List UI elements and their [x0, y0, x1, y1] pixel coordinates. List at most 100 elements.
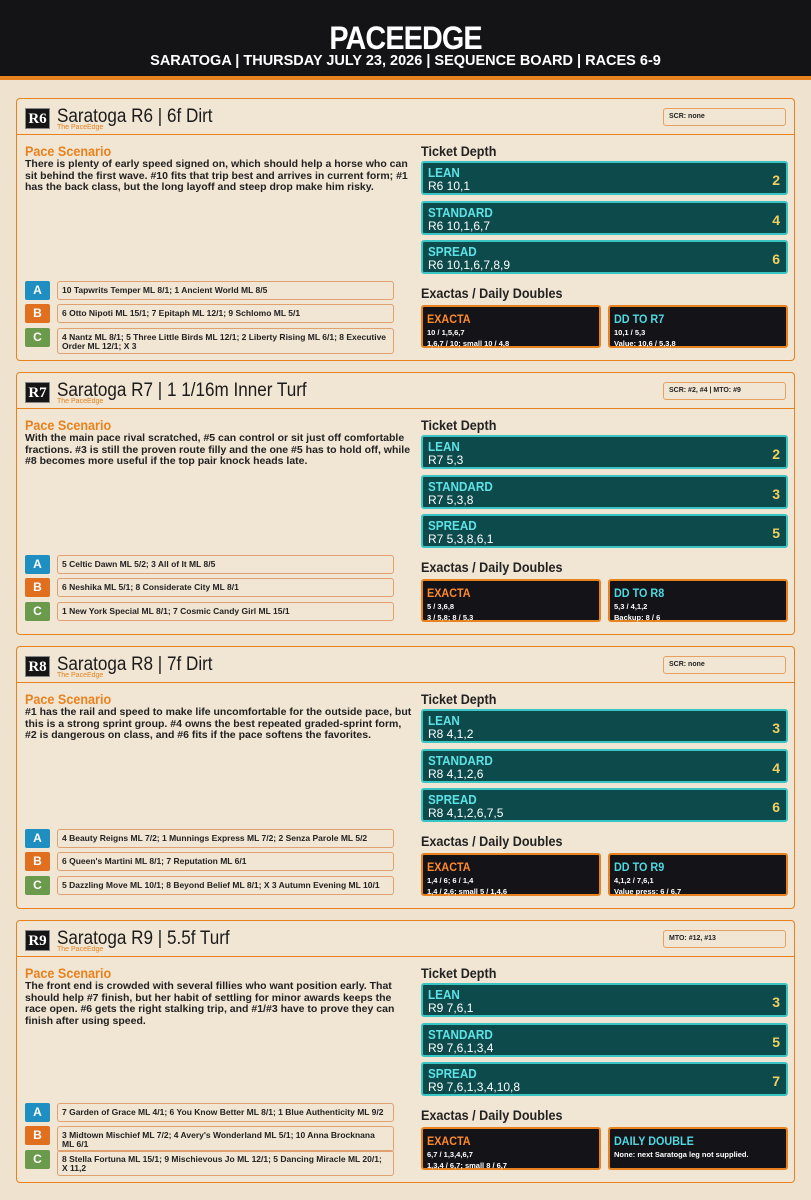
bet-line: Backup: 8 / 6 — [614, 613, 661, 622]
bet-title: DD TO R8 — [614, 586, 665, 600]
bet-box: EXACTA 10 / 1,5,6,7 1,6,7 / 10; small 10 /… — [421, 305, 601, 348]
ticket-count: 5 — [772, 1034, 780, 1050]
ticket-count: 2 — [772, 446, 780, 462]
tier-letter: C — [25, 602, 50, 621]
bet-box: EXACTA 6,7 / 1,3,4,6,7 1,3,4 / 6,7; small … — [421, 1127, 601, 1170]
ticket: LEAN R9 7,6,1 3 — [421, 983, 788, 1017]
race-badge: R9 — [25, 930, 50, 951]
ticket-count: 4 — [772, 212, 780, 228]
pace-heading: Pace Scenario — [25, 417, 112, 433]
scratches: SCR: none — [663, 108, 786, 126]
tier-letter: C — [25, 328, 50, 347]
ticket: LEAN R8 4,1,2 3 — [421, 709, 788, 743]
tier-letter: C — [25, 876, 50, 895]
header-subtitle: SARATOGA | THURSDAY JULY 23, 2026 | SEQU… — [150, 53, 661, 69]
exacta-heading: Exactas / Daily Doubles — [421, 559, 563, 575]
race-badge: R7 — [25, 382, 50, 403]
ticket-combo: R6 10,1,6,7,8,9 — [428, 258, 511, 272]
pace-text: The front end is crowded with several fi… — [25, 980, 395, 1027]
tier-letter: C — [25, 1150, 50, 1169]
ticket-label: SPREAD — [428, 518, 477, 533]
race-header: R9 Saratoga R9 | 5.5f Turf The PaceEdge MTO… — [17, 921, 794, 957]
bet-title: DD TO R9 — [614, 860, 665, 874]
bet-box: DD TO R7 10,1 / 5,3 Value: 10,6 / 5,3,8 — [608, 305, 788, 348]
race-panel: R6 Saratoga R6 | 6f Dirt The PaceEdge SCR: … — [16, 98, 795, 361]
bet-line: 3 / 5,8; 8 / 5,3 — [427, 613, 474, 622]
tier-letter: A — [25, 555, 50, 574]
ticket: STANDARD R9 7,6,1,3,4 5 — [421, 1023, 788, 1057]
tier-horses: 5 Celtic Dawn ML 5/2; 3 All of It ML 8/5 — [57, 555, 394, 574]
scratches: MTO: #12, #13 — [663, 930, 786, 948]
pace-text: With the main pace rival scratched, #5 c… — [25, 432, 411, 467]
tier-letter: B — [25, 1126, 50, 1145]
race-badge: R6 — [25, 108, 50, 129]
ticket: STANDARD R8 4,1,2,6 4 — [421, 749, 788, 783]
ticket-count: 2 — [772, 172, 780, 188]
ticket-count: 3 — [772, 486, 780, 502]
ticket: SPREAD R6 10,1,6,7,8,9 6 — [421, 240, 788, 274]
tier-horses: 4 Nantz ML 8/1; 5 Three Little Birds ML … — [57, 328, 394, 354]
ticket-label: LEAN — [428, 165, 460, 180]
bet-title: EXACTA — [427, 860, 471, 874]
bet-line: Value: 10,6 / 5,3,8 — [614, 339, 676, 348]
race-header: R6 Saratoga R6 | 6f Dirt The PaceEdge SCR: … — [17, 99, 794, 135]
tier-letter: A — [25, 829, 50, 848]
ticket-combo: R6 10,1,6,7 — [428, 219, 491, 233]
ticket-label: LEAN — [428, 439, 460, 454]
tier-horses: 1 New York Special ML 8/1; 7 Cosmic Cand… — [57, 602, 394, 621]
bet-line: 6,7 / 1,3,4,6,7 — [427, 1150, 473, 1159]
pace-heading: Pace Scenario — [25, 691, 112, 707]
bet-box: DAILY DOUBLE None: next Saratoga leg not … — [608, 1127, 788, 1170]
bet-line: 10 / 1,5,6,7 — [427, 328, 465, 337]
bet-title: DAILY DOUBLE — [614, 1134, 694, 1148]
ticket-combo: R8 4,1,2,6,7,5 — [428, 806, 504, 820]
ticket-combo: R8 4,1,2,6 — [428, 767, 484, 781]
tier-letter: B — [25, 304, 50, 323]
bet-line: 10,1 / 5,3 — [614, 328, 646, 337]
ticket: SPREAD R8 4,1,2,6,7,5 6 — [421, 788, 788, 822]
tier-horses: 6 Neshika ML 5/1; 8 Considerate City ML … — [57, 578, 394, 597]
race-panel: R7 Saratoga R7 | 1 1/16m Inner Turf The Pa… — [16, 372, 795, 635]
brand: The PaceEdge — [57, 398, 104, 405]
ticket-label: SPREAD — [428, 1066, 477, 1081]
race-title: Saratoga R6 | 6f Dirt — [57, 106, 213, 127]
race-title: Saratoga R7 | 1 1/16m Inner Turf — [57, 380, 307, 401]
ticket-count: 6 — [772, 799, 780, 815]
tier-letter: B — [25, 578, 50, 597]
pace-text: There is plenty of early speed signed on… — [25, 158, 408, 193]
ticket: LEAN R6 10,1 2 — [421, 161, 788, 195]
pace-heading: Pace Scenario — [25, 143, 112, 159]
tier-horses: 8 Stella Fortuna ML 15/1; 9 Mischievous … — [57, 1150, 394, 1176]
ticket-combo: R7 5,3 — [428, 453, 464, 467]
race-title: Saratoga R9 | 5.5f Turf — [57, 928, 230, 949]
ticket-combo: R9 7,6,1,3,4,10,8 — [428, 1080, 521, 1094]
bet-line: None: next Saratoga leg not supplied. — [614, 1150, 749, 1159]
ticket: SPREAD R9 7,6,1,3,4,10,8 7 — [421, 1062, 788, 1096]
race-header: R8 Saratoga R8 | 7f Dirt The PaceEdge SCR: … — [17, 647, 794, 683]
bet-line: Value press: 6 / 6,7 — [614, 887, 682, 896]
ticket-label: SPREAD — [428, 792, 477, 807]
ticket-count: 7 — [772, 1073, 780, 1089]
ticket-heading: Ticket Depth — [421, 417, 497, 433]
ticket: STANDARD R7 5,3,8 3 — [421, 475, 788, 509]
ticket-heading: Ticket Depth — [421, 965, 497, 981]
tier-horses: 6 Queen's Martini ML 8/1; 7 Reputation M… — [57, 852, 394, 871]
bet-title: EXACTA — [427, 312, 471, 326]
bet-line: 1,3,4 / 6,7; small 8 / 6,7 — [427, 1161, 508, 1170]
ticket-label: STANDARD — [428, 479, 493, 494]
ticket-label: STANDARD — [428, 1027, 493, 1042]
bet-line: 4,1,2 / 7,6,1 — [614, 876, 654, 885]
race-panel: R9 Saratoga R9 | 5.5f Turf The PaceEdge MTO… — [16, 920, 795, 1183]
tier-letter: A — [25, 281, 50, 300]
tier-letter: B — [25, 852, 50, 871]
ticket-label: STANDARD — [428, 753, 493, 768]
ticket-count: 3 — [772, 994, 780, 1010]
bet-box: EXACTA 1,4 / 6; 6 / 1,4 1,4 / 2,6; small 5… — [421, 853, 601, 896]
bet-title: EXACTA — [427, 1134, 471, 1148]
ticket: LEAN R7 5,3 2 — [421, 435, 788, 469]
ticket: SPREAD R7 5,3,8,6,1 5 — [421, 514, 788, 548]
header-title: PACEEDGE — [329, 20, 482, 56]
bet-title: DD TO R7 — [614, 312, 665, 326]
scratches: SCR: #2, #4 | MTO: #9 — [663, 382, 786, 400]
